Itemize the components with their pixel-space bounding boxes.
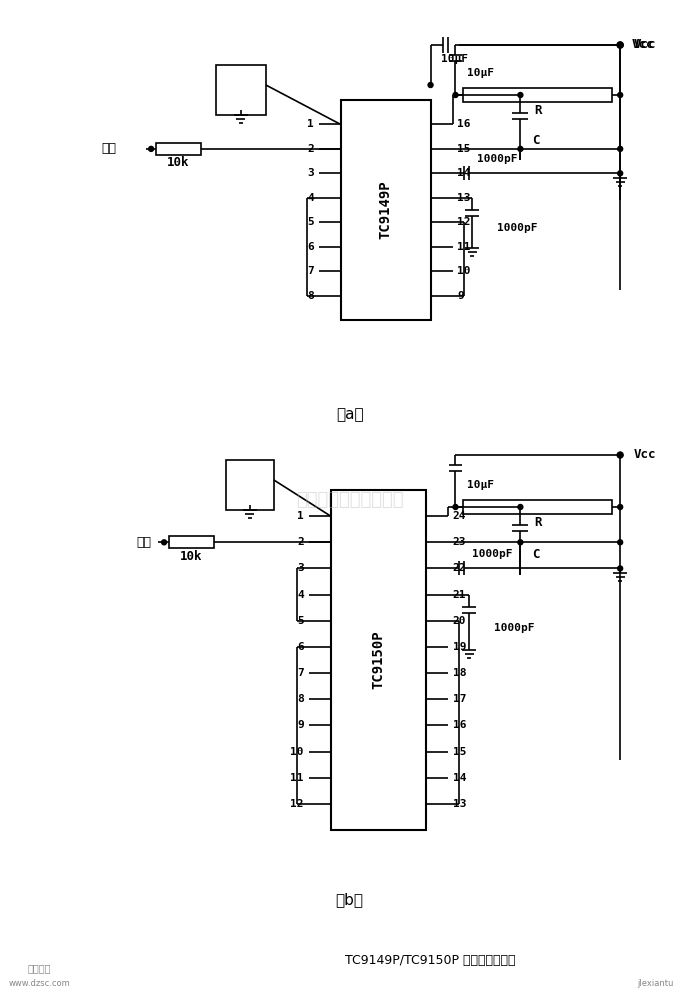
Text: 11: 11: [457, 242, 471, 252]
Text: 1: 1: [307, 119, 314, 129]
Text: 21: 21: [452, 590, 466, 600]
Text: 5: 5: [297, 616, 304, 626]
Text: 10μF: 10μF: [440, 54, 468, 64]
Text: TC9149P: TC9149P: [379, 180, 393, 239]
Bar: [463, 500, 612, 514]
Bar: [156, 143, 201, 155]
Text: 1000pF: 1000pF: [498, 223, 538, 233]
Text: 1000pF: 1000pF: [477, 154, 518, 164]
Text: （a）: （a）: [336, 407, 363, 422]
Text: Vcc: Vcc: [632, 38, 655, 51]
Text: 10: 10: [290, 747, 304, 757]
Bar: [169, 536, 214, 548]
Bar: [340, 100, 431, 320]
Circle shape: [518, 146, 523, 151]
Text: 4: 4: [297, 590, 304, 600]
Text: 3: 3: [307, 168, 314, 178]
Text: 14: 14: [457, 168, 471, 178]
Text: 14: 14: [452, 773, 466, 782]
Bar: [331, 490, 426, 830]
Text: 5: 5: [307, 217, 314, 227]
Text: 1: 1: [297, 511, 304, 521]
Circle shape: [618, 565, 623, 571]
Circle shape: [518, 93, 523, 98]
Circle shape: [518, 540, 523, 544]
Text: 12: 12: [457, 217, 471, 227]
Circle shape: [617, 452, 623, 458]
Text: 输入: 输入: [136, 536, 151, 548]
Circle shape: [618, 93, 623, 98]
Text: 10k: 10k: [180, 549, 203, 562]
Text: 17: 17: [452, 695, 466, 705]
Circle shape: [453, 504, 458, 509]
Text: 3: 3: [297, 563, 304, 574]
Text: R: R: [534, 105, 542, 118]
Text: 10μF: 10μF: [468, 480, 494, 490]
Text: 13: 13: [457, 193, 471, 203]
Text: Vcc: Vcc: [634, 38, 656, 51]
Text: TC9149P/TC9150P 典型应用电路图: TC9149P/TC9150P 典型应用电路图: [345, 954, 516, 967]
Text: C: C: [533, 133, 540, 146]
Circle shape: [617, 42, 623, 48]
Text: 16: 16: [452, 721, 466, 731]
Text: 10: 10: [457, 266, 471, 276]
Text: 7: 7: [307, 266, 314, 276]
Text: 11: 11: [290, 773, 304, 782]
Text: 2: 2: [297, 537, 304, 547]
Text: 22: 22: [452, 563, 466, 574]
Circle shape: [618, 540, 623, 544]
Circle shape: [518, 504, 523, 509]
Circle shape: [453, 93, 458, 98]
Text: TC9150P: TC9150P: [371, 631, 385, 689]
Bar: [216, 65, 266, 115]
Text: 15: 15: [452, 747, 466, 757]
Text: C: C: [533, 548, 540, 561]
Circle shape: [617, 42, 623, 48]
Text: 23: 23: [452, 537, 466, 547]
Circle shape: [428, 83, 433, 88]
Text: www.dzsc.com: www.dzsc.com: [8, 979, 70, 988]
Text: 10μF: 10μF: [468, 68, 494, 78]
Text: 15: 15: [457, 144, 471, 154]
Text: Vcc: Vcc: [634, 449, 656, 462]
Text: 7: 7: [297, 668, 304, 678]
Text: 20: 20: [452, 616, 466, 626]
Text: 12: 12: [290, 799, 304, 808]
Text: 输入: 输入: [101, 142, 116, 155]
Bar: [463, 88, 612, 102]
Circle shape: [161, 540, 166, 544]
Text: jlexiantu: jlexiantu: [637, 979, 673, 988]
Text: 1000pF: 1000pF: [494, 623, 535, 633]
Text: 9: 9: [457, 290, 464, 300]
Circle shape: [618, 146, 623, 151]
Text: 4: 4: [307, 193, 314, 203]
Text: 1000pF: 1000pF: [473, 549, 513, 559]
Text: R: R: [534, 516, 542, 529]
Text: 10k: 10k: [167, 156, 190, 169]
Text: 24: 24: [452, 511, 466, 521]
Text: 维库一下: 维库一下: [27, 963, 51, 973]
Circle shape: [618, 504, 623, 509]
Text: 13: 13: [452, 799, 466, 808]
Text: 6: 6: [297, 642, 304, 652]
Text: 6: 6: [307, 242, 314, 252]
Circle shape: [149, 146, 154, 151]
Text: 杭州将睿科技有限公司: 杭州将睿科技有限公司: [296, 491, 403, 509]
Circle shape: [618, 170, 623, 175]
Text: 8: 8: [307, 290, 314, 300]
Text: 16: 16: [457, 119, 471, 129]
Text: （b）: （b）: [336, 892, 363, 907]
Text: 2: 2: [307, 144, 314, 154]
Text: 18: 18: [452, 668, 466, 678]
Text: 8: 8: [297, 695, 304, 705]
Bar: [226, 460, 274, 510]
Text: 19: 19: [452, 642, 466, 652]
Text: 9: 9: [297, 721, 304, 731]
